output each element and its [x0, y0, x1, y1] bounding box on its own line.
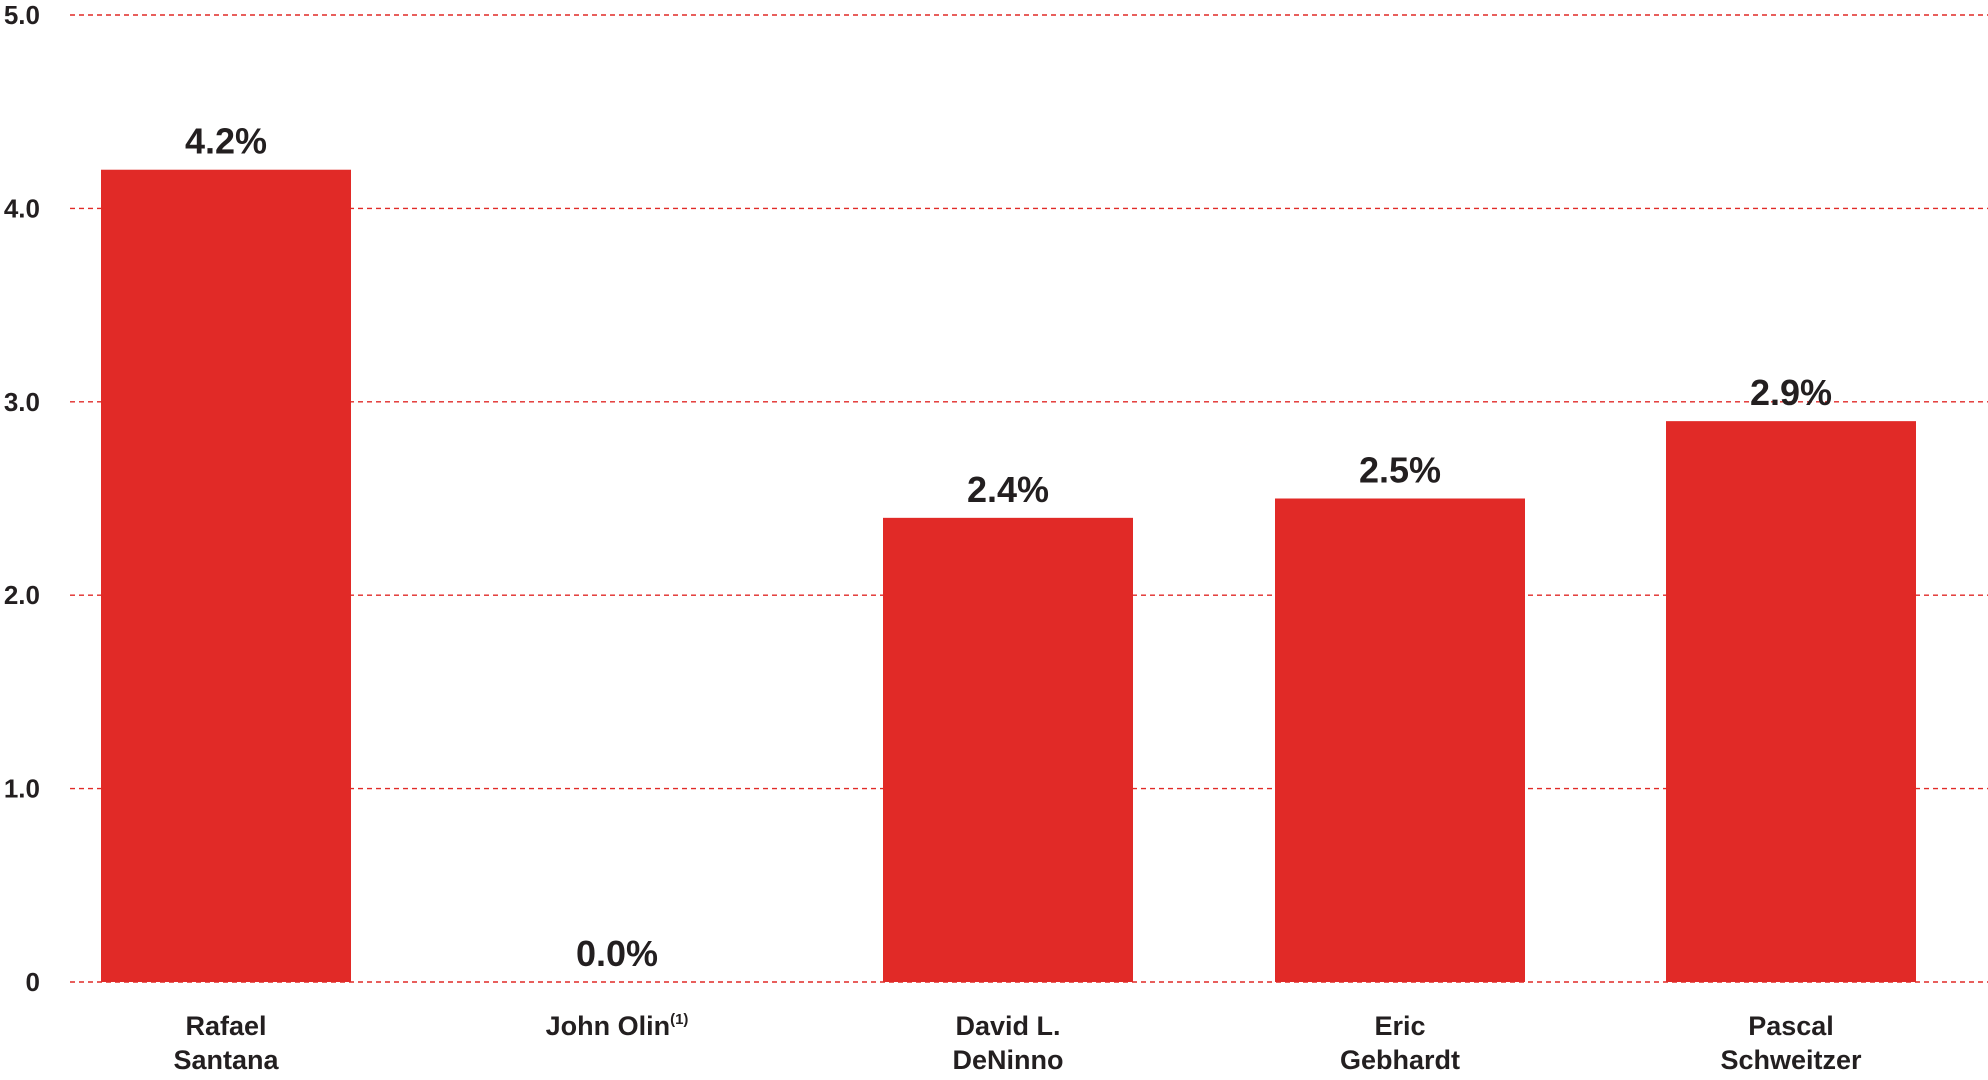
- category-label-line: Eric: [1374, 1011, 1425, 1041]
- data-labels: 4.2% 0.0% 2.4% 2.5% 2.9%: [185, 121, 1832, 974]
- category-label-line: David L.: [955, 1011, 1060, 1041]
- bars: [101, 169, 1916, 983]
- y-tick-label: 4.0: [4, 193, 40, 223]
- category-label: Rafael Santana: [173, 1011, 279, 1075]
- category-label-line: DeNinno: [953, 1045, 1064, 1075]
- category-label-line: Gebhardt: [1340, 1045, 1460, 1075]
- y-tick-label: 0: [26, 967, 40, 997]
- data-label: 0.0%: [576, 933, 658, 974]
- data-label: 4.2%: [185, 121, 267, 162]
- category-label: David L. DeNinno: [953, 1011, 1064, 1075]
- bar: [1666, 421, 1916, 982]
- y-axis-tick-labels: 0 1.0 2.0 3.0 4.0 5.0: [4, 0, 40, 997]
- category-label-line: John Olin(1): [546, 1011, 689, 1041]
- y-tick-label: 1.0: [4, 774, 40, 804]
- category-label: John Olin(1): [546, 1011, 689, 1041]
- y-tick-label: 2.0: [4, 580, 40, 610]
- bar: [101, 169, 351, 983]
- category-label: Eric Gebhardt: [1340, 1011, 1460, 1075]
- footnote-marker: (1): [670, 1011, 688, 1028]
- category-label-line: Rafael: [185, 1011, 266, 1041]
- data-label: 2.5%: [1359, 450, 1441, 491]
- category-label: Pascal Schweitzer: [1720, 1011, 1862, 1075]
- category-label-line: Santana: [173, 1045, 279, 1075]
- data-label: 2.4%: [967, 469, 1049, 510]
- category-label-line: Schweitzer: [1720, 1045, 1862, 1075]
- x-axis-category-labels: Rafael Santana John Olin(1) David L. DeNinno…: [173, 1011, 1862, 1075]
- y-tick-label: 5.0: [4, 0, 40, 30]
- data-label: 2.9%: [1750, 372, 1832, 413]
- bar: [883, 517, 1133, 982]
- y-tick-label: 3.0: [4, 387, 40, 417]
- bar: [1275, 498, 1525, 982]
- category-label-line: Pascal: [1748, 1011, 1834, 1041]
